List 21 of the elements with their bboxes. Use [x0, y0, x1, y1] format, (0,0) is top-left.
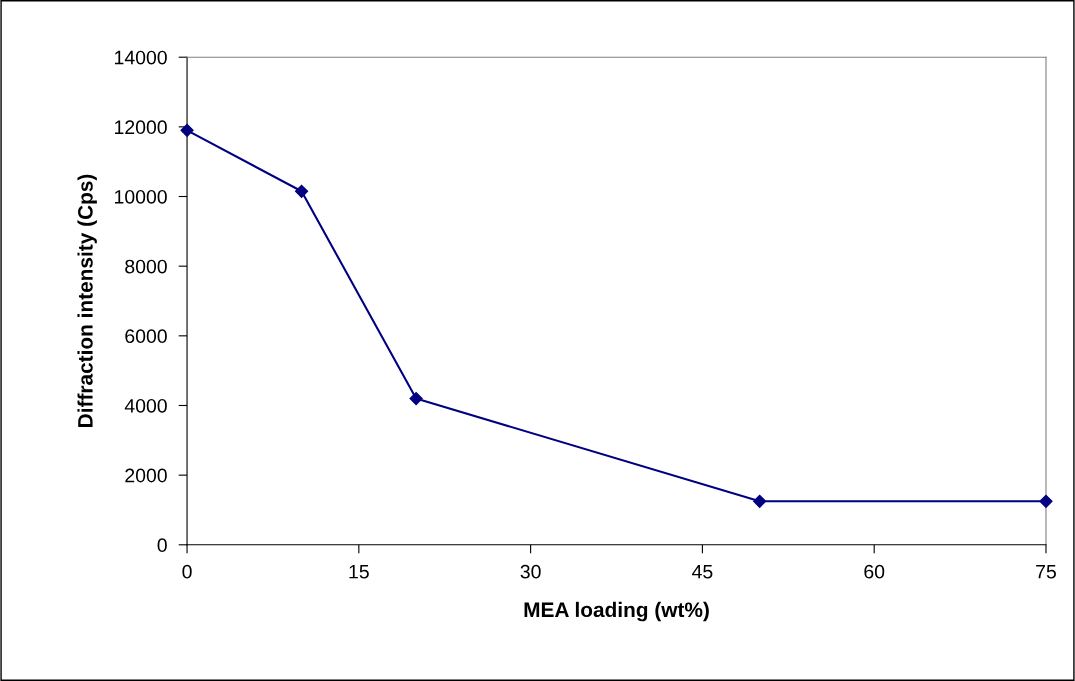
y-axis-title: Diffraction intensity (Cps) [77, 174, 97, 427]
point [409, 391, 423, 406]
x-tick-label: 60 [864, 564, 885, 579]
point [753, 494, 767, 508]
x-tick-label: 15 [349, 564, 369, 579]
y-tick-label: 4000 [124, 398, 167, 413]
x-tick-label: 75 [1036, 564, 1056, 579]
point [1039, 494, 1053, 508]
y-tick-label: 0 [157, 538, 167, 553]
y-tick-label: 10000 [115, 189, 167, 204]
x-axis-title: MEA loading (wt%) [524, 601, 709, 622]
x-tick-label: 45 [692, 564, 713, 579]
point [180, 123, 194, 137]
y-tick-label: 14000 [115, 50, 167, 65]
x-tick-label: 30 [520, 564, 541, 579]
y-tick-label: 8000 [125, 259, 167, 274]
y-tick-label: 2000 [125, 468, 167, 483]
y-tick-label: 12000 [115, 120, 167, 135]
point [294, 184, 309, 198]
y-tick-label: 6000 [125, 329, 167, 344]
x-tick-label: 0 [182, 564, 192, 579]
